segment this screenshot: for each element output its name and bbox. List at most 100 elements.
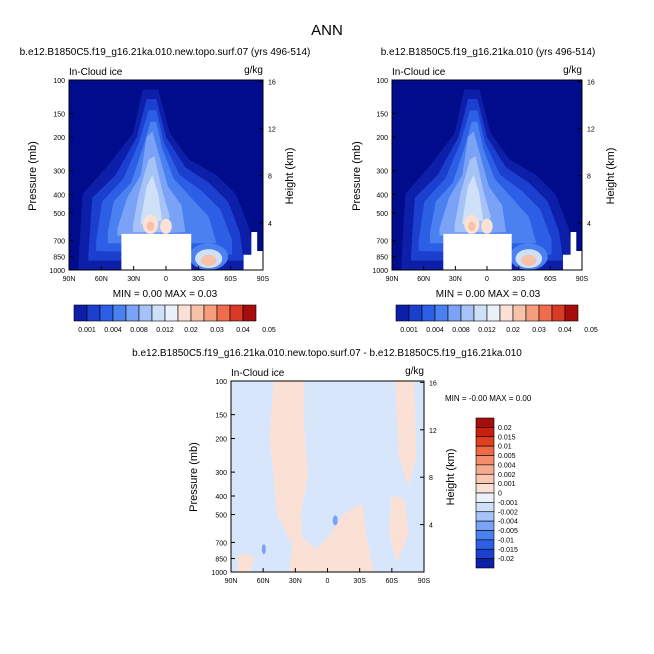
x-tick-label: 0 bbox=[485, 276, 489, 283]
y-tick-label: 700 bbox=[215, 540, 227, 547]
colorbar-label: 0.03 bbox=[210, 327, 224, 334]
colorbar-box bbox=[216, 304, 231, 322]
colorbar-label: -0.004 bbox=[498, 519, 518, 526]
y-right-tick-label: 12 bbox=[268, 127, 276, 134]
y-right-tick-label: 12 bbox=[429, 428, 437, 435]
colorbar-box bbox=[203, 304, 218, 322]
colorbar-label: 0.001 bbox=[78, 327, 96, 334]
y-tick-label: 200 bbox=[53, 135, 65, 142]
topography-mask bbox=[121, 233, 192, 270]
x-tick-label: 0 bbox=[326, 578, 330, 585]
colorbar-label: 0.012 bbox=[156, 327, 174, 334]
panel-2-units: g/kg bbox=[563, 65, 582, 76]
colorbar-box bbox=[475, 502, 495, 513]
colorbar-label: -0.002 bbox=[498, 509, 518, 516]
colorbar-box bbox=[73, 304, 88, 322]
panel-1-colorbar: 0.001 0.004 0.008 0.012 0.02 0.03 0.04 0.05 bbox=[73, 304, 276, 334]
colorbar-box bbox=[475, 455, 495, 466]
y-tick-label: 100 bbox=[376, 78, 388, 85]
colorbar-label: 0.012 bbox=[478, 327, 496, 334]
colorbar-box bbox=[408, 304, 423, 322]
colorbar-box bbox=[475, 427, 495, 438]
x-tick-label: 90S bbox=[418, 578, 431, 585]
colorbar-box bbox=[434, 304, 449, 322]
colorbar-box bbox=[525, 304, 540, 322]
colorbar-label: 0.04 bbox=[558, 327, 572, 334]
colorbar-box bbox=[125, 304, 140, 322]
colorbar-box bbox=[447, 304, 462, 322]
colorbar-box bbox=[475, 436, 495, 447]
x-tick-label: 30S bbox=[353, 578, 366, 585]
negative-diff-spot bbox=[261, 544, 266, 555]
ice-max-core-inner bbox=[146, 221, 155, 232]
panel-2-plot-area: 90N 60N 30N 0 30S 60S 90S 100 150 200 300 400 500 700… bbox=[372, 78, 594, 283]
x-tick-label: 90N bbox=[63, 276, 76, 283]
contour-band bbox=[140, 175, 163, 225]
colorbar-box bbox=[112, 304, 127, 322]
panel-3-plot-area: 90N 60N 30N 0 30S 60S 90S 100 150 200 300 400 500 700… bbox=[211, 379, 436, 585]
colorbar-label: 0.03 bbox=[532, 327, 546, 334]
y-tick-label: 150 bbox=[215, 413, 227, 420]
panel-2-ylabel-right: Height (km) bbox=[605, 148, 617, 205]
x-tick-label: 90N bbox=[386, 276, 399, 283]
panel-3-units: g/kg bbox=[405, 366, 424, 377]
colorbar-label: 0.05 bbox=[262, 327, 276, 334]
colorbar-label: 0.05 bbox=[584, 327, 598, 334]
colorbar-box bbox=[99, 304, 114, 322]
x-tick-label: 60N bbox=[417, 276, 430, 283]
colorbar-box bbox=[512, 304, 527, 322]
colorbar-box bbox=[151, 304, 166, 322]
colorbar-box bbox=[475, 492, 495, 503]
colorbar-box bbox=[421, 304, 436, 322]
y-right-tick-label: 4 bbox=[587, 221, 591, 228]
y-tick-label: 150 bbox=[376, 111, 388, 118]
colorbar-box bbox=[475, 445, 495, 456]
y-right-tick-label: 8 bbox=[587, 174, 591, 181]
colorbar-box bbox=[475, 473, 495, 484]
colorbar-label: -0.01 bbox=[498, 537, 514, 544]
panel-3-stats: MIN = -0.00 MAX = 0.00 bbox=[445, 394, 532, 403]
panel-2-title: b.e12.B1850C5.f19_g16.21ka.010 (yrs 496-… bbox=[381, 47, 596, 58]
southern-blob-core bbox=[200, 254, 217, 267]
positive-diff-region bbox=[395, 381, 417, 487]
colorbar-label: 0.004 bbox=[426, 327, 444, 334]
colorbar-label: -0.015 bbox=[498, 547, 518, 554]
colorbar-box bbox=[551, 304, 566, 322]
colorbar-label: 0.04 bbox=[236, 327, 250, 334]
colorbar-box bbox=[475, 464, 495, 475]
colorbar-label: -0.02 bbox=[498, 556, 514, 563]
panel-3-ylabel-right: Height (km) bbox=[445, 449, 457, 506]
figure-title: ANN bbox=[311, 22, 343, 39]
colorbar-box bbox=[499, 304, 514, 322]
colorbar-box bbox=[475, 539, 495, 550]
colorbar-label: 0.008 bbox=[452, 327, 470, 334]
colorbar-box bbox=[475, 483, 495, 494]
colorbar-box bbox=[564, 304, 579, 322]
x-tick-label: 30S bbox=[192, 276, 205, 283]
colorbar-box bbox=[164, 304, 179, 322]
colorbar-box bbox=[86, 304, 101, 322]
x-tick-label: 30N bbox=[449, 276, 462, 283]
y-tick-label: 500 bbox=[53, 211, 65, 218]
southern-blob-core bbox=[521, 254, 537, 267]
y-tick-label: 400 bbox=[215, 494, 227, 501]
x-tick-label: 90S bbox=[257, 276, 270, 283]
y-right-tick-label: 16 bbox=[587, 79, 595, 86]
colorbar-label: 0.01 bbox=[498, 444, 512, 451]
panel-2-ylabel: Pressure (mb) bbox=[351, 141, 363, 211]
y-tick-label: 150 bbox=[53, 111, 65, 118]
colorbar-box bbox=[229, 304, 244, 322]
panel-2-variable: In-Cloud ice bbox=[392, 67, 446, 78]
colorbar-box bbox=[395, 304, 410, 322]
y-right-tick-label: 4 bbox=[429, 523, 433, 530]
colorbar-box bbox=[538, 304, 553, 322]
x-tick-label: 0 bbox=[164, 276, 168, 283]
colorbar-box bbox=[475, 417, 495, 428]
y-tick-label: 850 bbox=[215, 557, 227, 564]
x-tick-label: 60S bbox=[224, 276, 237, 283]
panel-3-title: b.e12.B1850C5.f19_g16.21ka.010.new.topo.… bbox=[132, 348, 522, 359]
y-tick-label: 1000 bbox=[211, 570, 227, 577]
y-tick-label: 300 bbox=[215, 470, 227, 477]
y-tick-label: 850 bbox=[53, 255, 65, 262]
